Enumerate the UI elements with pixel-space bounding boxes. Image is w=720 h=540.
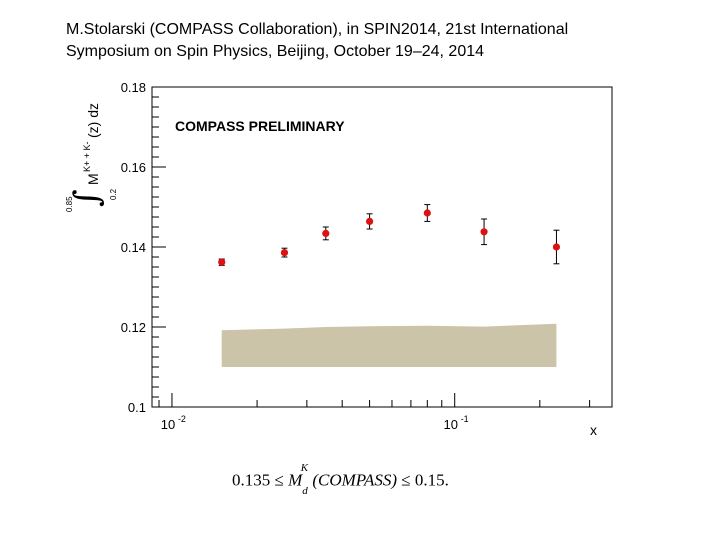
note-lower: 0.135 <box>232 470 271 490</box>
citation-line-1: M.Stolarski (COMPASS Collaboration), in … <box>66 21 569 38</box>
x-tick-label: 10 <box>443 417 457 432</box>
note-upper: 0.15. <box>414 470 449 490</box>
y-tick-label: 0.18 <box>121 80 146 95</box>
y-tick-label: 0.1 <box>128 400 146 415</box>
y-label-integral-sign: ∫ <box>67 189 107 207</box>
data-point <box>552 243 561 251</box>
x-tick-label: 10 <box>161 417 175 432</box>
note-sub: d <box>302 485 308 498</box>
note-m: M <box>288 470 303 490</box>
data-point <box>280 249 289 257</box>
x-tick-label-exponent: -1 <box>461 414 469 424</box>
systematic-band <box>221 323 557 367</box>
note-paren: (COMPASS) <box>312 470 398 490</box>
y-tick-label: 0.16 <box>121 160 146 175</box>
y-label-integral-upper: 0.85 <box>65 196 74 212</box>
y-label-rest: (z) dz <box>85 103 101 138</box>
citation-header: M.Stolarski (COMPASS Collaboration), in … <box>66 19 706 63</box>
data-points <box>218 204 561 266</box>
x-tick-label-exponent: -2 <box>178 414 186 424</box>
note-sup: K <box>300 462 309 474</box>
annotation-preliminary: COMPASS PRELIMINARY <box>175 118 345 134</box>
data-point <box>423 209 431 217</box>
y-tick-label: 0.14 <box>121 240 146 255</box>
data-point <box>218 258 226 266</box>
y-label-m: M <box>85 173 101 185</box>
note-le-2: ≤ <box>401 470 411 490</box>
y-label-superscript: K+ + K- <box>82 141 92 172</box>
citation-line-2: Symposium on Spin Physics, Beijing, Octo… <box>66 43 485 60</box>
range-note: 0.135 ≤ MdK (COMPASS) ≤ 0.15. <box>232 462 449 497</box>
note-le-1: ≤ <box>274 470 284 490</box>
systematic-band-layer <box>221 323 557 367</box>
data-point <box>365 217 374 225</box>
x-axis-label: x <box>590 422 597 438</box>
y-label-integral-lower: 0.2 <box>109 188 118 200</box>
data-point <box>480 228 488 236</box>
y-axis-label: ∫ 0.85 0.2 M K+ + K- (z) dz <box>65 103 118 212</box>
y-tick-label: 0.12 <box>121 320 146 335</box>
data-point <box>322 229 330 237</box>
